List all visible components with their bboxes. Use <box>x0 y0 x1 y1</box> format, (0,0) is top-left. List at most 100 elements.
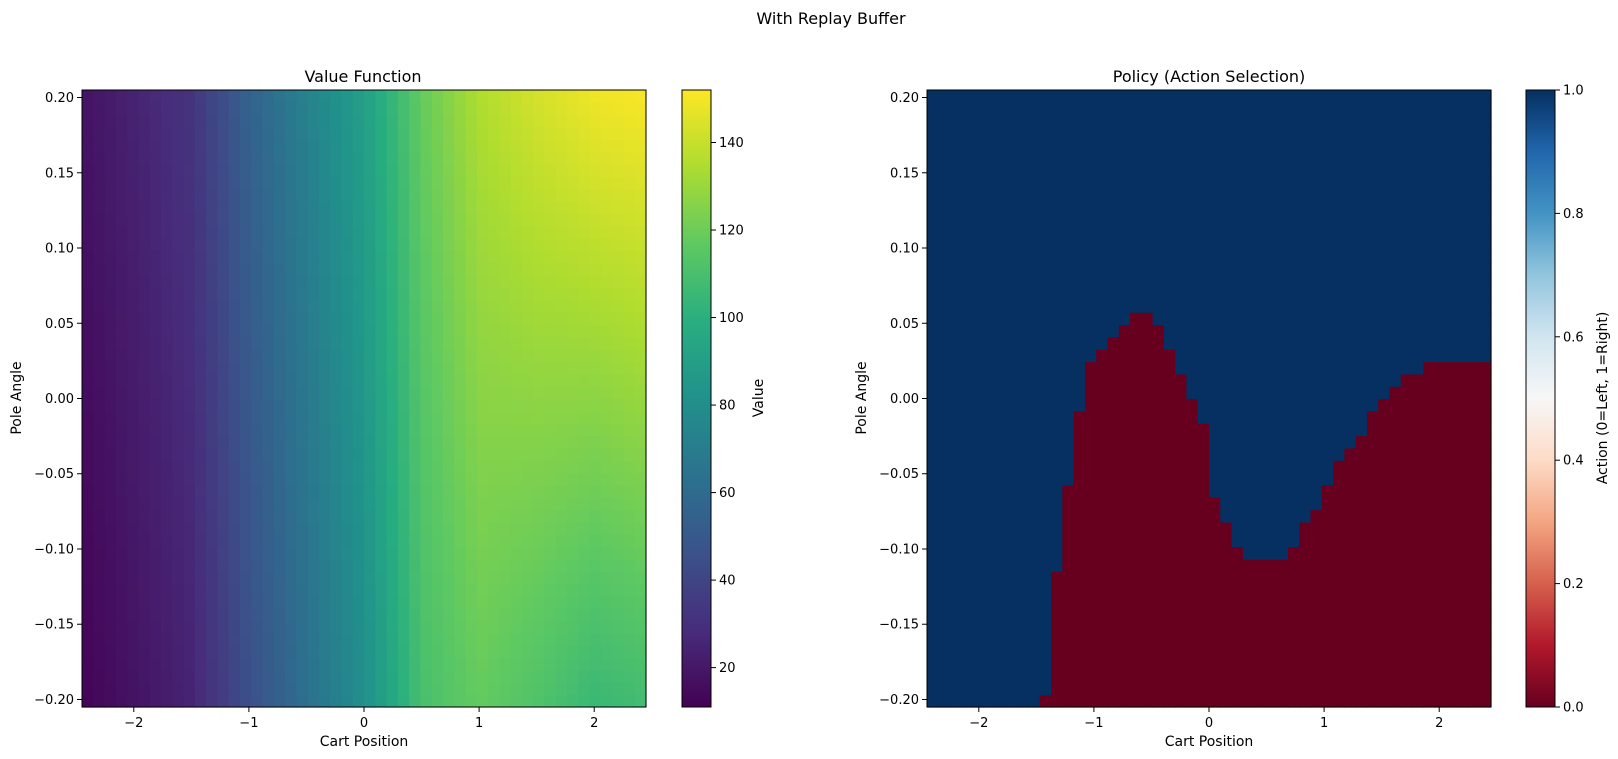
heatmap-cell <box>1423 682 1436 696</box>
heatmap-cell <box>1321 410 1334 424</box>
heatmap-cell <box>1479 225 1492 239</box>
heatmap-cell <box>364 460 376 474</box>
heatmap-cell <box>454 188 467 202</box>
heatmap-cell <box>1378 275 1391 289</box>
heatmap-cell <box>533 595 546 609</box>
heatmap-cell <box>1152 114 1165 128</box>
heatmap-cell <box>228 509 241 523</box>
heatmap-cell <box>555 176 568 190</box>
heatmap-cell <box>364 509 376 523</box>
heatmap-cell <box>1389 275 1402 289</box>
heatmap-cell <box>442 398 455 412</box>
heatmap-cell <box>1310 213 1323 227</box>
heatmap-cell <box>1378 164 1391 177</box>
heatmap-cell <box>476 435 489 449</box>
heatmap-cell <box>510 275 523 289</box>
heatmap-cell <box>431 657 444 671</box>
heatmap-cell <box>1084 571 1097 585</box>
heatmap-cell <box>1457 398 1470 412</box>
heatmap-cell <box>1220 102 1233 116</box>
heatmap-cell <box>127 682 139 696</box>
heatmap-cell <box>612 299 625 313</box>
heatmap-cell <box>1423 225 1436 239</box>
heatmap-cell <box>1130 447 1142 461</box>
heatmap-cell <box>938 386 951 400</box>
heatmap-cell <box>1152 238 1165 252</box>
heatmap-cell <box>983 139 996 153</box>
heatmap-cell <box>239 238 252 252</box>
y-tick-label: −0.20 <box>34 693 74 708</box>
heatmap-cell <box>386 472 399 486</box>
heatmap-cell <box>544 238 557 252</box>
heatmap-cell <box>138 238 151 252</box>
heatmap-cell <box>1118 435 1131 449</box>
heatmap-cell <box>927 534 939 548</box>
heatmap-cell <box>1141 151 1154 165</box>
heatmap-cell <box>1175 373 1188 387</box>
heatmap-cell <box>318 694 331 708</box>
heatmap-cell <box>1163 583 1176 597</box>
heatmap-cell <box>160 632 173 646</box>
heatmap-cell <box>983 657 996 671</box>
heatmap-cell <box>1287 238 1300 252</box>
heatmap-cell <box>172 398 185 412</box>
heatmap-cell <box>983 373 996 387</box>
heatmap-cell <box>296 188 309 202</box>
heatmap-cell <box>183 558 196 572</box>
heatmap-cell <box>600 435 613 449</box>
heatmap-cell <box>1299 595 1312 609</box>
heatmap-cell <box>1107 188 1120 202</box>
heatmap-cell <box>273 583 286 597</box>
heatmap-cell <box>1084 645 1097 659</box>
heatmap-cell <box>352 164 365 177</box>
heatmap-cell <box>1175 324 1188 338</box>
heatmap-cell <box>251 558 264 572</box>
heatmap-cell <box>1366 398 1379 412</box>
heatmap-cell <box>273 435 286 449</box>
heatmap-cell <box>318 114 331 128</box>
heatmap-cell <box>1310 299 1323 313</box>
heatmap-cell <box>364 188 376 202</box>
heatmap-cell <box>983 546 996 560</box>
heatmap-cell <box>375 373 388 387</box>
heatmap-cell <box>1096 336 1109 350</box>
heatmap-cell <box>1028 127 1041 140</box>
heatmap-cell <box>1457 225 1470 239</box>
heatmap-cell <box>1107 435 1120 449</box>
heatmap-cell <box>183 127 196 140</box>
heatmap-cell <box>1400 472 1413 486</box>
heatmap-cell <box>600 201 613 214</box>
heatmap-cell <box>1141 608 1154 622</box>
heatmap-cell <box>1096 447 1109 461</box>
heatmap-cell <box>1355 583 1368 597</box>
heatmap-cell <box>341 460 354 474</box>
heatmap-cell <box>1039 127 1052 140</box>
heatmap-cell <box>127 262 139 276</box>
heatmap-cell <box>1073 497 1086 511</box>
heatmap-cell <box>521 595 534 609</box>
heatmap-cell <box>567 682 579 696</box>
heatmap-cell <box>420 151 433 165</box>
heatmap-cell <box>589 682 602 696</box>
heatmap-cell <box>1355 139 1368 153</box>
heatmap-cell <box>1479 262 1492 276</box>
heatmap-cell <box>386 669 399 683</box>
heatmap-cell <box>364 213 376 227</box>
heatmap-cell <box>499 534 512 548</box>
heatmap-cell <box>307 460 320 474</box>
heatmap-cell <box>983 164 996 177</box>
heatmap-cell <box>465 583 478 597</box>
heatmap-cell <box>138 497 151 511</box>
heatmap-cell <box>938 287 951 301</box>
heatmap-cell <box>1378 262 1391 276</box>
heatmap-cell <box>1400 127 1413 140</box>
heatmap-cell <box>1287 423 1300 437</box>
heatmap-cell <box>612 497 625 511</box>
heatmap-cell <box>160 620 173 634</box>
heatmap-cell <box>397 435 410 449</box>
heatmap-cell <box>465 669 478 683</box>
heatmap-cell <box>183 472 196 486</box>
heatmap-cell <box>1096 657 1109 671</box>
heatmap-cell <box>194 682 207 696</box>
heatmap-cell <box>442 275 455 289</box>
